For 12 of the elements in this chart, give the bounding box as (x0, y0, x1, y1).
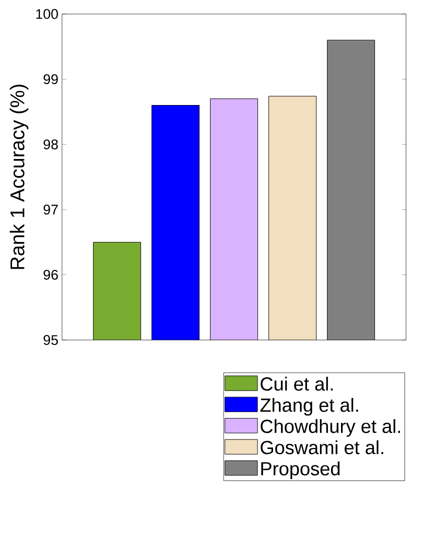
y-axis-title: Rank 1 Accuracy (%) (10, 84, 28, 269)
legend-label: Goswami et al. (260, 440, 384, 454)
y-tick-label: 97 (44, 204, 58, 215)
legend-label: Zhang et al. (260, 398, 358, 416)
y-tick-label: 96 (44, 270, 58, 280)
legend-label: Cui et al. (260, 376, 333, 391)
y-tick-label: 99 (44, 74, 58, 84)
y-tick-label: 98 (44, 139, 58, 150)
y-tick-label: 95 (44, 335, 58, 345)
legend-label: Chowdhury et al. (260, 419, 400, 437)
y-tick-label: 100 (36, 9, 58, 19)
legend-label: Proposed (261, 462, 340, 480)
